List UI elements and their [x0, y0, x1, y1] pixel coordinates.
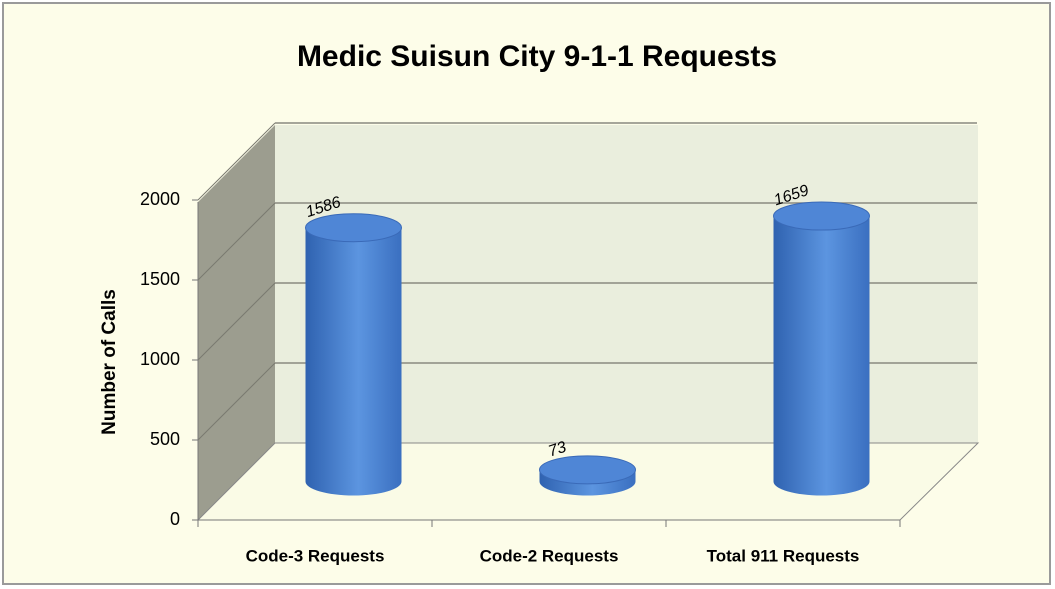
chart-title: Medic Suisun City 9-1-1 Requests: [297, 40, 777, 73]
y-tick-label: 1000: [140, 349, 180, 369]
bar: [773, 201, 870, 496]
x-tick-label: Total 911 Requests: [707, 546, 860, 565]
data-label: 73: [546, 439, 568, 461]
x-tick-label: Code-2 Requests: [480, 546, 619, 565]
bar-top: [773, 201, 870, 231]
grid-line: [197, 282, 276, 361]
y-axis-title: Number of Calls: [99, 289, 120, 435]
bar: [305, 213, 402, 496]
bar-body: [305, 227, 402, 496]
grid-line: [197, 362, 276, 441]
bar: [539, 455, 636, 496]
y-tick-label: 1500: [140, 269, 180, 289]
y-tick-label: 2000: [140, 189, 180, 209]
x-tick-label: Code-3 Requests: [246, 546, 385, 565]
bar-body: [773, 216, 870, 496]
y-tick-label: 0: [170, 509, 180, 529]
grid-line: [197, 122, 276, 201]
y-tick-label: 500: [150, 429, 180, 449]
bar-top: [539, 455, 636, 485]
bar-top: [305, 213, 402, 243]
grid-line: [197, 202, 276, 281]
